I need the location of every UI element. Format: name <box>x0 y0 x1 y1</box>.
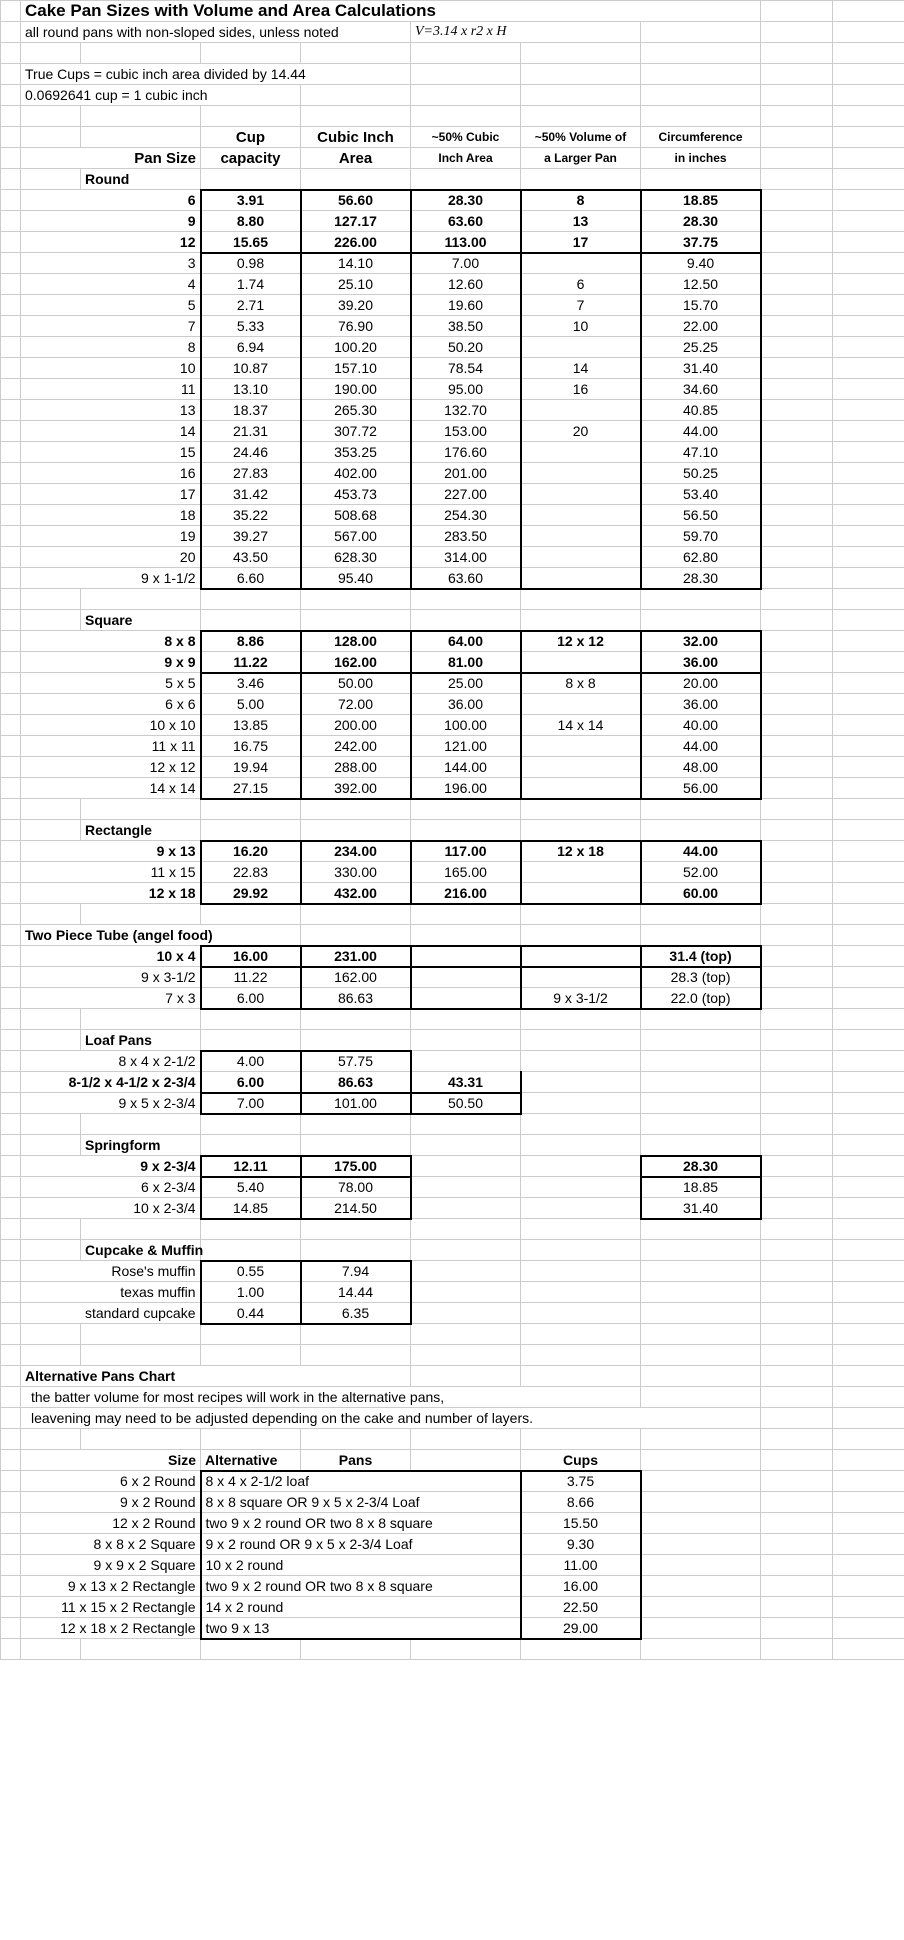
spreadsheet: Cake Pan Sizes with Volume and Area Calc… <box>0 0 904 1660</box>
